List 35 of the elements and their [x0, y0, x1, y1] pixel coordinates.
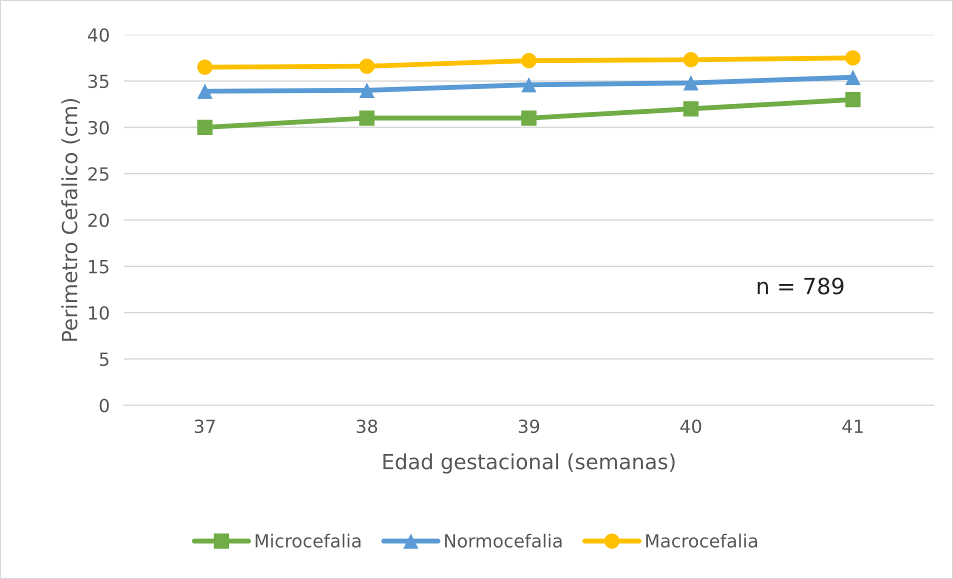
point [197, 84, 213, 99]
y-tick-label: 5 [100, 352, 108, 366]
point [845, 92, 861, 108]
point [359, 110, 375, 126]
point [197, 60, 213, 75]
legend-label: Macrocefalia [646, 534, 757, 548]
y-tick-label: 20 [88, 213, 109, 228]
y-tick-label: 35 [88, 74, 108, 88]
point [359, 58, 375, 74]
y-tick-label: 40 [88, 28, 109, 42]
y-tick-label: 10 [89, 306, 109, 320]
x-axis-title: Edad gestacional (semanas) [383, 453, 675, 474]
annotation: n = 789 [758, 278, 844, 294]
point [683, 101, 699, 116]
x-tick-label: 38 [356, 420, 378, 434]
point [521, 110, 537, 126]
point [521, 53, 537, 68]
y-tick-label: 30 [88, 120, 109, 134]
x-tick-label: 37 [194, 420, 215, 434]
point [683, 75, 699, 91]
y-tick-label: 0 [100, 398, 109, 412]
legend-label: Normocefalia [445, 534, 562, 548]
x-tick-label: 39 [518, 420, 540, 434]
y-tick-label: 15 [89, 260, 108, 274]
point [845, 50, 861, 66]
y-axis-title: Perimetro Cefalico (cm) [61, 99, 80, 341]
legend-label: Microcefalia [256, 534, 360, 548]
point [521, 77, 537, 92]
point [197, 120, 213, 136]
point [359, 82, 375, 98]
y-tick-label: 25 [88, 167, 108, 181]
x-tick-label: 41 [842, 420, 863, 433]
x-tick-label: 40 [680, 420, 702, 434]
point [845, 70, 861, 85]
point [683, 52, 699, 68]
